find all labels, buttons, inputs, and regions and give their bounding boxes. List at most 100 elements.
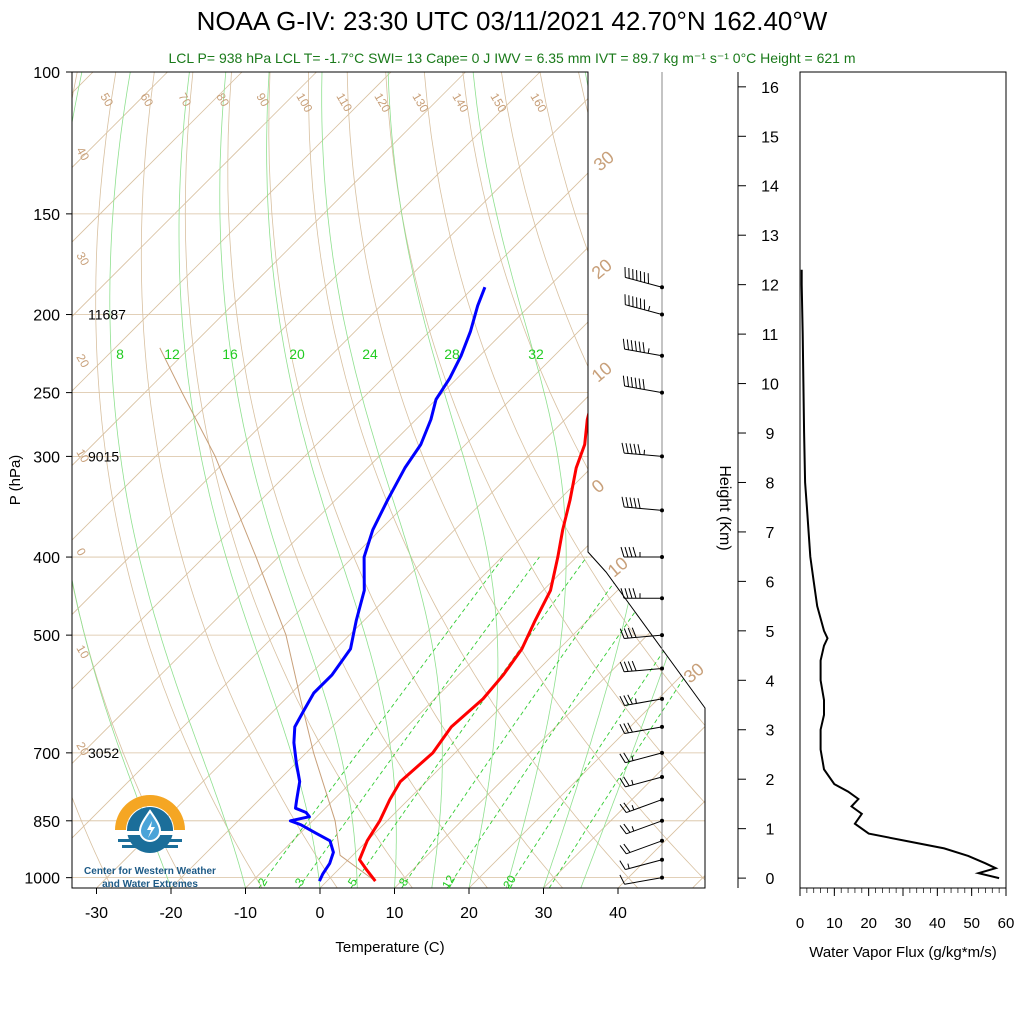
wind-barb-feather bbox=[623, 776, 630, 787]
mixing-ratio-label: 32 bbox=[528, 346, 544, 362]
wind-barb-feather bbox=[634, 340, 637, 352]
isotherm-line bbox=[72, 72, 690, 888]
height-tick-label: 8 bbox=[766, 475, 775, 492]
adiabat-left-label: 30 bbox=[73, 250, 92, 269]
y-tick-label: 700 bbox=[33, 746, 60, 763]
chart-subtitle: LCL P= 938 hPa LCL T= -1.7°C SWI= 13 Cap… bbox=[168, 50, 856, 66]
mixing-ratio-line bbox=[350, 556, 587, 888]
mixing-ratio-label: 24 bbox=[362, 346, 378, 362]
isotherm-label: 90 bbox=[253, 91, 272, 110]
height-tick-label: 4 bbox=[766, 673, 775, 690]
y-axis-label: P (hPa) bbox=[7, 455, 24, 506]
height-tick-label: 0 bbox=[766, 871, 775, 888]
adiabat-left-label: 20 bbox=[73, 740, 92, 759]
wind-barb-feather bbox=[619, 753, 626, 763]
wind-barb-feather bbox=[619, 803, 627, 813]
flux-frame bbox=[799, 71, 1007, 889]
isotherm-label: 160 bbox=[527, 91, 549, 116]
adiabat-left-label: 40 bbox=[73, 145, 92, 164]
adiabat-left-label: 10 bbox=[73, 447, 92, 466]
height-tick-label: 11 bbox=[762, 327, 779, 344]
isotherm-line bbox=[72, 72, 243, 888]
wind-barb-feather bbox=[630, 340, 633, 351]
wind-barb-feather bbox=[632, 588, 637, 599]
dewpoint-line bbox=[288, 286, 487, 882]
mixing-ratio-line bbox=[507, 556, 705, 888]
dry-adiabat bbox=[578, 72, 705, 888]
y-tick-label: 400 bbox=[33, 550, 60, 567]
wind-barb-feather bbox=[626, 376, 630, 387]
isotherm-label: 80 bbox=[213, 91, 232, 110]
wind-barb-feather bbox=[634, 377, 637, 389]
wind-barb-feather bbox=[623, 802, 631, 812]
moist-adiabat bbox=[321, 72, 443, 888]
isotherm-line bbox=[72, 72, 615, 888]
wind-barb-feather bbox=[629, 443, 633, 454]
wind-barb-staff bbox=[624, 667, 663, 673]
height-tick-label: 9 bbox=[766, 426, 775, 443]
wind-barb-staff bbox=[626, 820, 663, 835]
adiabat-left-label: 10 bbox=[73, 643, 92, 662]
dry-adiabat bbox=[308, 72, 639, 888]
wind-barb-staff bbox=[624, 877, 663, 885]
wind-barb-feather bbox=[623, 695, 629, 706]
wind-barb-staff bbox=[625, 276, 663, 288]
wind-barb-feather bbox=[619, 777, 626, 788]
wind-barb-half-feather bbox=[631, 755, 634, 761]
isotherm-line bbox=[543, 72, 705, 888]
isotherm-line bbox=[617, 72, 705, 888]
wind-barb-feather bbox=[623, 843, 631, 853]
temperature-line bbox=[358, 286, 621, 883]
isotherm-line bbox=[72, 72, 392, 888]
height-label: 11687 bbox=[88, 307, 126, 323]
wind-barb-staff bbox=[624, 726, 663, 735]
wind-barb-half-feather bbox=[635, 698, 637, 704]
dry-adiabat bbox=[616, 72, 705, 888]
flux-tick-label: 10 bbox=[826, 915, 843, 932]
mixing-ratio-line bbox=[548, 556, 705, 888]
isotherm-line bbox=[319, 72, 705, 888]
wind-barb-feather bbox=[627, 627, 633, 638]
x-tick-label: 30 bbox=[535, 905, 553, 922]
wind-barb-feather bbox=[619, 860, 626, 870]
wind-barb-feather bbox=[642, 342, 645, 353]
wind-barb-half-feather bbox=[627, 863, 630, 869]
wind-barb-feather bbox=[632, 546, 637, 558]
isotherm-line bbox=[72, 72, 317, 888]
mixing-ratio-label: 20 bbox=[289, 346, 305, 362]
dry-adiabat bbox=[227, 72, 488, 888]
wind-barb-feather bbox=[623, 823, 631, 833]
dry-adiabat bbox=[810, 72, 1024, 888]
mixing-ratio-line bbox=[447, 556, 674, 888]
adiabat-right-label: 20 bbox=[588, 255, 616, 283]
wind-barb-staff bbox=[624, 452, 663, 457]
wind-barb-staff bbox=[624, 634, 663, 639]
y-tick-label: 200 bbox=[33, 308, 60, 325]
isotherm-line bbox=[72, 72, 705, 888]
wind-barb-staff bbox=[624, 506, 663, 511]
moist-adiabat bbox=[178, 72, 321, 888]
wind-barb-half-feather bbox=[647, 348, 650, 354]
height-label: 3052 bbox=[88, 745, 119, 761]
isotherm-line bbox=[72, 72, 168, 888]
moist-adiabat bbox=[72, 72, 172, 888]
mixing-ratio-label: 28 bbox=[444, 346, 460, 362]
dry-adiabat bbox=[423, 72, 705, 888]
height-label: 9015 bbox=[88, 448, 119, 464]
y-tick-label: 150 bbox=[33, 207, 60, 224]
wind-barb-feather bbox=[620, 588, 625, 599]
flux-tick-label: 0 bbox=[796, 915, 804, 932]
dry-adiabat bbox=[462, 72, 705, 888]
wind-barb-feather bbox=[623, 628, 629, 639]
wind-barb-staff bbox=[624, 348, 663, 357]
water-vapor-flux-line bbox=[800, 269, 1000, 880]
y-tick-label: 850 bbox=[33, 814, 60, 831]
height-tick-label: 3 bbox=[766, 723, 775, 740]
dry-adiabat bbox=[693, 72, 705, 888]
wind-barb-feather bbox=[637, 444, 641, 455]
wind-barb-feather bbox=[622, 338, 626, 350]
dry-adiabat bbox=[95, 72, 263, 888]
height-tick-label: 10 bbox=[761, 377, 779, 394]
flux-tick-label: 40 bbox=[929, 915, 946, 932]
flux-tick-label: 20 bbox=[860, 915, 877, 932]
